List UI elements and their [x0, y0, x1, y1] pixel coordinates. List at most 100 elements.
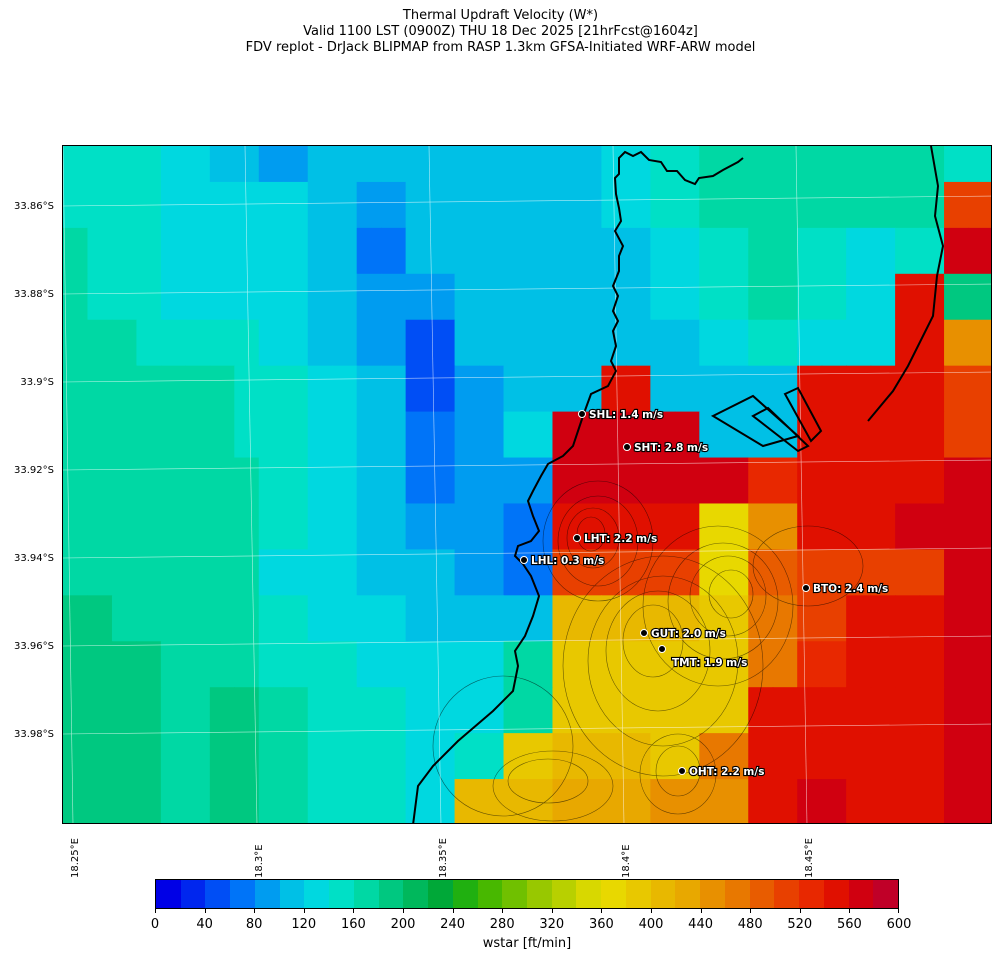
grid-cell [576, 779, 603, 823]
site-marker[interactable] [520, 556, 528, 564]
grid-cell [234, 273, 260, 321]
grid-cell [968, 411, 991, 459]
colorbar-segment [279, 880, 305, 908]
grid-cell [625, 779, 651, 823]
grid-cell [479, 549, 505, 596]
grid-cell [625, 641, 651, 688]
grid-cell [968, 549, 991, 596]
grid-cell [63, 733, 89, 780]
colorbar-tick-label: 200 [390, 917, 416, 932]
grid-cell [160, 641, 186, 688]
grid-cell [895, 181, 921, 229]
grid-cell [552, 146, 578, 183]
grid-cell [895, 503, 921, 550]
grid-cell [136, 641, 162, 688]
grid-cell [234, 457, 260, 505]
grid-cell [283, 273, 309, 321]
grid-cell [944, 549, 970, 596]
grid-cell [356, 227, 382, 275]
grid-cell [895, 319, 921, 367]
grid-cell [234, 549, 260, 596]
grid-cell [625, 227, 651, 275]
grid-cell [503, 503, 529, 550]
colorbar-tick-mark [799, 909, 801, 913]
map-subtitle: Valid 1100 LST (0900Z) THU 18 Dec 2025 [… [303, 24, 698, 39]
grid-cell [576, 319, 603, 367]
grid-cell [234, 411, 260, 459]
grid-cell [63, 227, 89, 275]
grid-cell [650, 319, 676, 367]
grid-cell [381, 146, 407, 183]
grid-cell [895, 641, 921, 688]
colorbar-tick-label: 120 [291, 917, 317, 932]
grid-cell [381, 595, 407, 642]
wstar-grid [63, 146, 991, 823]
site-label-gut: GUT: 2.0 m/s [651, 628, 726, 640]
grid-cell [160, 227, 186, 275]
grid-cell [797, 779, 823, 823]
site-marker[interactable] [578, 410, 586, 418]
site-marker[interactable] [623, 443, 631, 451]
grid-cell [625, 503, 651, 550]
grid-cell [552, 595, 578, 642]
grid-cell [772, 641, 798, 688]
grid-cell [625, 273, 651, 321]
grid-cell [576, 549, 603, 596]
grid-cell [234, 319, 260, 367]
grid-cell [797, 181, 823, 229]
grid-cell [479, 733, 505, 780]
grid-cell [87, 365, 113, 413]
grid-cell [283, 549, 309, 596]
grid-cell [356, 687, 382, 734]
grid-cell [601, 227, 627, 275]
grid-cell [870, 365, 896, 413]
grid-cell [136, 227, 162, 275]
grid-cell [185, 227, 211, 275]
site-marker[interactable] [640, 629, 648, 637]
grid-cell [405, 411, 431, 459]
grid-cell [674, 273, 700, 321]
grid-cell [405, 273, 431, 321]
grid-cell [895, 457, 921, 505]
grid-cell [748, 733, 774, 780]
site-marker[interactable] [658, 645, 666, 653]
grid-cell [307, 181, 333, 229]
colorbar-tick-label: 240 [440, 917, 466, 932]
grid-cell [160, 273, 186, 321]
grid-cell [307, 733, 333, 780]
grid-cell [699, 503, 725, 550]
site-marker[interactable] [678, 767, 686, 775]
grid-cell [699, 687, 725, 734]
grid-cell [870, 411, 896, 459]
grid-cell [870, 503, 896, 550]
grid-cell [748, 273, 774, 321]
grid-cell [63, 273, 89, 321]
lat-label-33.92: 33.92°S [14, 465, 54, 476]
grid-cell [576, 181, 603, 229]
grid-cell [87, 181, 113, 229]
terrain-contours [432, 480, 864, 822]
site-marker[interactable] [573, 534, 581, 542]
grid-cell [63, 181, 89, 229]
grid-cell [552, 687, 578, 734]
lat-label-33.86: 33.86°S [14, 201, 54, 212]
map-panel[interactable]: SHL: 1.4 m/s SHT: 2.8 m/s LHT: 2.2 m/s L… [62, 145, 992, 824]
site-marker[interactable] [802, 584, 810, 592]
grid-cell [650, 365, 676, 413]
colorbar-segment [601, 880, 626, 908]
grid-cell [870, 641, 896, 688]
grid-cell [919, 273, 945, 321]
map-title: Thermal Updraft Velocity (W*) [402, 8, 599, 23]
colorbar-segment [700, 880, 725, 908]
grid-cell [674, 687, 700, 734]
grid-cell [479, 457, 505, 505]
grid-cell [821, 733, 847, 780]
grid-cell [650, 181, 676, 229]
grid-cell [479, 365, 505, 413]
coastline [412, 150, 744, 823]
grid-cell [283, 457, 309, 505]
grid-cell [381, 779, 407, 823]
colorbar-tick-mark [452, 909, 454, 913]
grid-cell [797, 227, 823, 275]
grid-cell [111, 365, 138, 413]
